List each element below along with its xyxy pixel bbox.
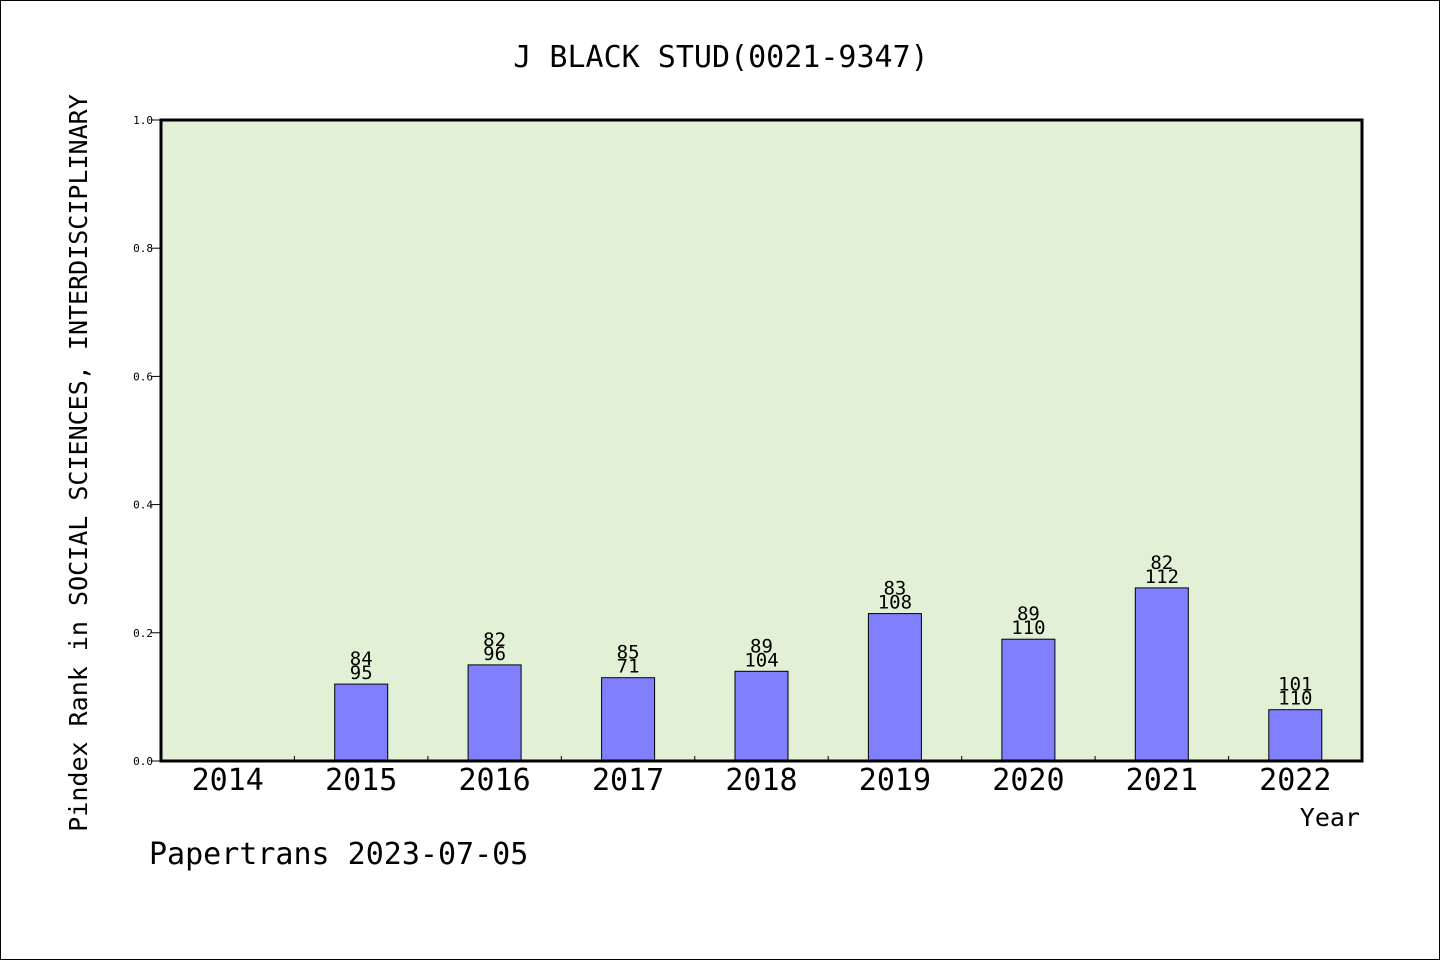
- x-tick-label-2021: 2021: [1126, 763, 1198, 798]
- bar-label-bottom-2020: 110: [1011, 617, 1045, 639]
- bar-label-top-2015: 84: [350, 648, 373, 670]
- y-tick-label-3: 0.6: [133, 370, 153, 383]
- x-tick-label-2017: 2017: [592, 763, 664, 798]
- x-tick-label-2022: 2022: [1259, 763, 1331, 798]
- bar-label-bottom-2019: 108: [878, 592, 912, 614]
- bar-label-bottom-2021: 112: [1145, 566, 1179, 588]
- bar-label-bottom-2017: 71: [617, 656, 640, 678]
- bar-label-bottom-2022: 110: [1278, 688, 1312, 710]
- bar-label-top-2016: 82: [483, 629, 506, 651]
- bar-2022: [1268, 709, 1323, 762]
- x-tick-label-2019: 2019: [859, 763, 931, 798]
- bar-2016: [467, 664, 522, 762]
- x-tick-label-2020: 2020: [992, 763, 1064, 798]
- bar-2021: [1134, 587, 1189, 762]
- bar-label-bottom-2016: 96: [483, 643, 506, 665]
- bar-2017: [601, 677, 656, 762]
- x-tick-label-2016: 2016: [458, 763, 530, 798]
- y-axis-label: Pindex Rank in SOCIAL SCIENCES, INTERDIS…: [64, 94, 93, 832]
- bar-label-top-2019: 83: [883, 578, 906, 600]
- plot-border: [159, 118, 1364, 763]
- x-axis-label: Year: [1300, 803, 1360, 832]
- bar-2020: [1001, 638, 1056, 762]
- y-tick-label-5: 1.0: [133, 114, 153, 127]
- bar-label-bottom-2018: 104: [744, 649, 778, 671]
- x-axis-ticks: 2014 2015 2016 2017 2018 2019 2020 2021 2022: [192, 756, 1331, 798]
- y-tick-label-1: 0.2: [133, 627, 153, 640]
- bar-label-top-2018: 89: [750, 635, 773, 657]
- bar-label-top-2022: 101: [1278, 674, 1312, 696]
- bar-label-bottom-2015: 95: [350, 662, 373, 684]
- bars-layer: [334, 587, 1323, 762]
- y-tick-label-4: 0.8: [133, 242, 153, 255]
- x-tick-label-2018: 2018: [725, 763, 797, 798]
- chart-title: J BLACK STUD(0021-9347): [513, 40, 928, 75]
- bar-2015: [334, 683, 389, 762]
- x-tick-label-2015: 2015: [325, 763, 397, 798]
- bar-label-top-2020: 89: [1017, 603, 1040, 625]
- y-axis-ticks: 0.0 0.2 0.4 0.6 0.8 1.0: [133, 114, 161, 768]
- bar-2019: [867, 613, 922, 762]
- bar-label-top-2017: 85: [617, 642, 640, 664]
- footer-credit: Papertrans 2023-07-05: [149, 837, 528, 872]
- bar-2018: [734, 670, 789, 762]
- y-tick-label-2: 0.4: [133, 499, 153, 512]
- x-tick-label-2014: 2014: [192, 763, 264, 798]
- bar-label-top-2021: 82: [1150, 552, 1173, 574]
- y-tick-label-0: 0.0: [133, 755, 153, 768]
